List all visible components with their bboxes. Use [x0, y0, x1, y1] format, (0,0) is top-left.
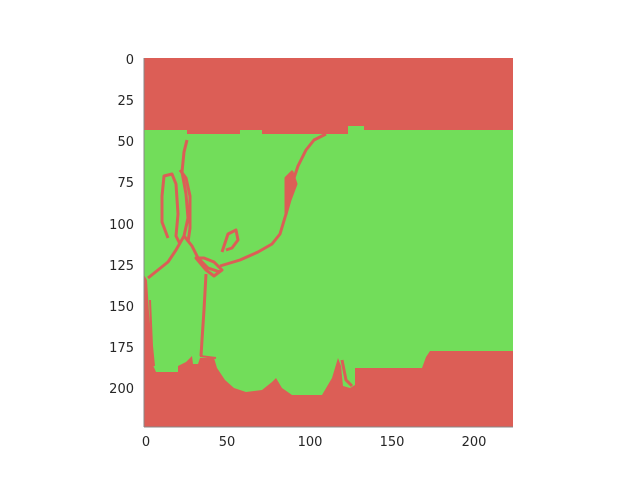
x-tick-label: 150: [380, 435, 405, 450]
y-tick-label: 0: [126, 53, 134, 68]
y-tick-label: 150: [109, 300, 134, 315]
y-tick-label: 200: [109, 382, 134, 397]
x-tick-label: 100: [298, 435, 323, 450]
segmentation-mask-image: [144, 58, 513, 427]
mask-detail-contours: [147, 132, 354, 388]
y-tick-label: 50: [117, 135, 134, 150]
y-tick-label: 175: [109, 341, 134, 356]
y-tick-label: 75: [117, 176, 134, 191]
mask-foreground-region: [144, 126, 513, 395]
x-tick-label: 0: [142, 435, 150, 450]
x-tick-label: 50: [219, 435, 236, 450]
x-axis-ticks: 0 50 100 150 200: [142, 435, 487, 450]
y-tick-label: 125: [109, 259, 134, 274]
axes-frame: [143, 58, 513, 428]
y-axis-ticks: 0 25 50 75 100 125 150 175 200: [109, 53, 134, 397]
y-tick-label: 25: [117, 94, 134, 109]
y-tick-label: 100: [109, 218, 134, 233]
x-tick-label: 200: [462, 435, 487, 450]
